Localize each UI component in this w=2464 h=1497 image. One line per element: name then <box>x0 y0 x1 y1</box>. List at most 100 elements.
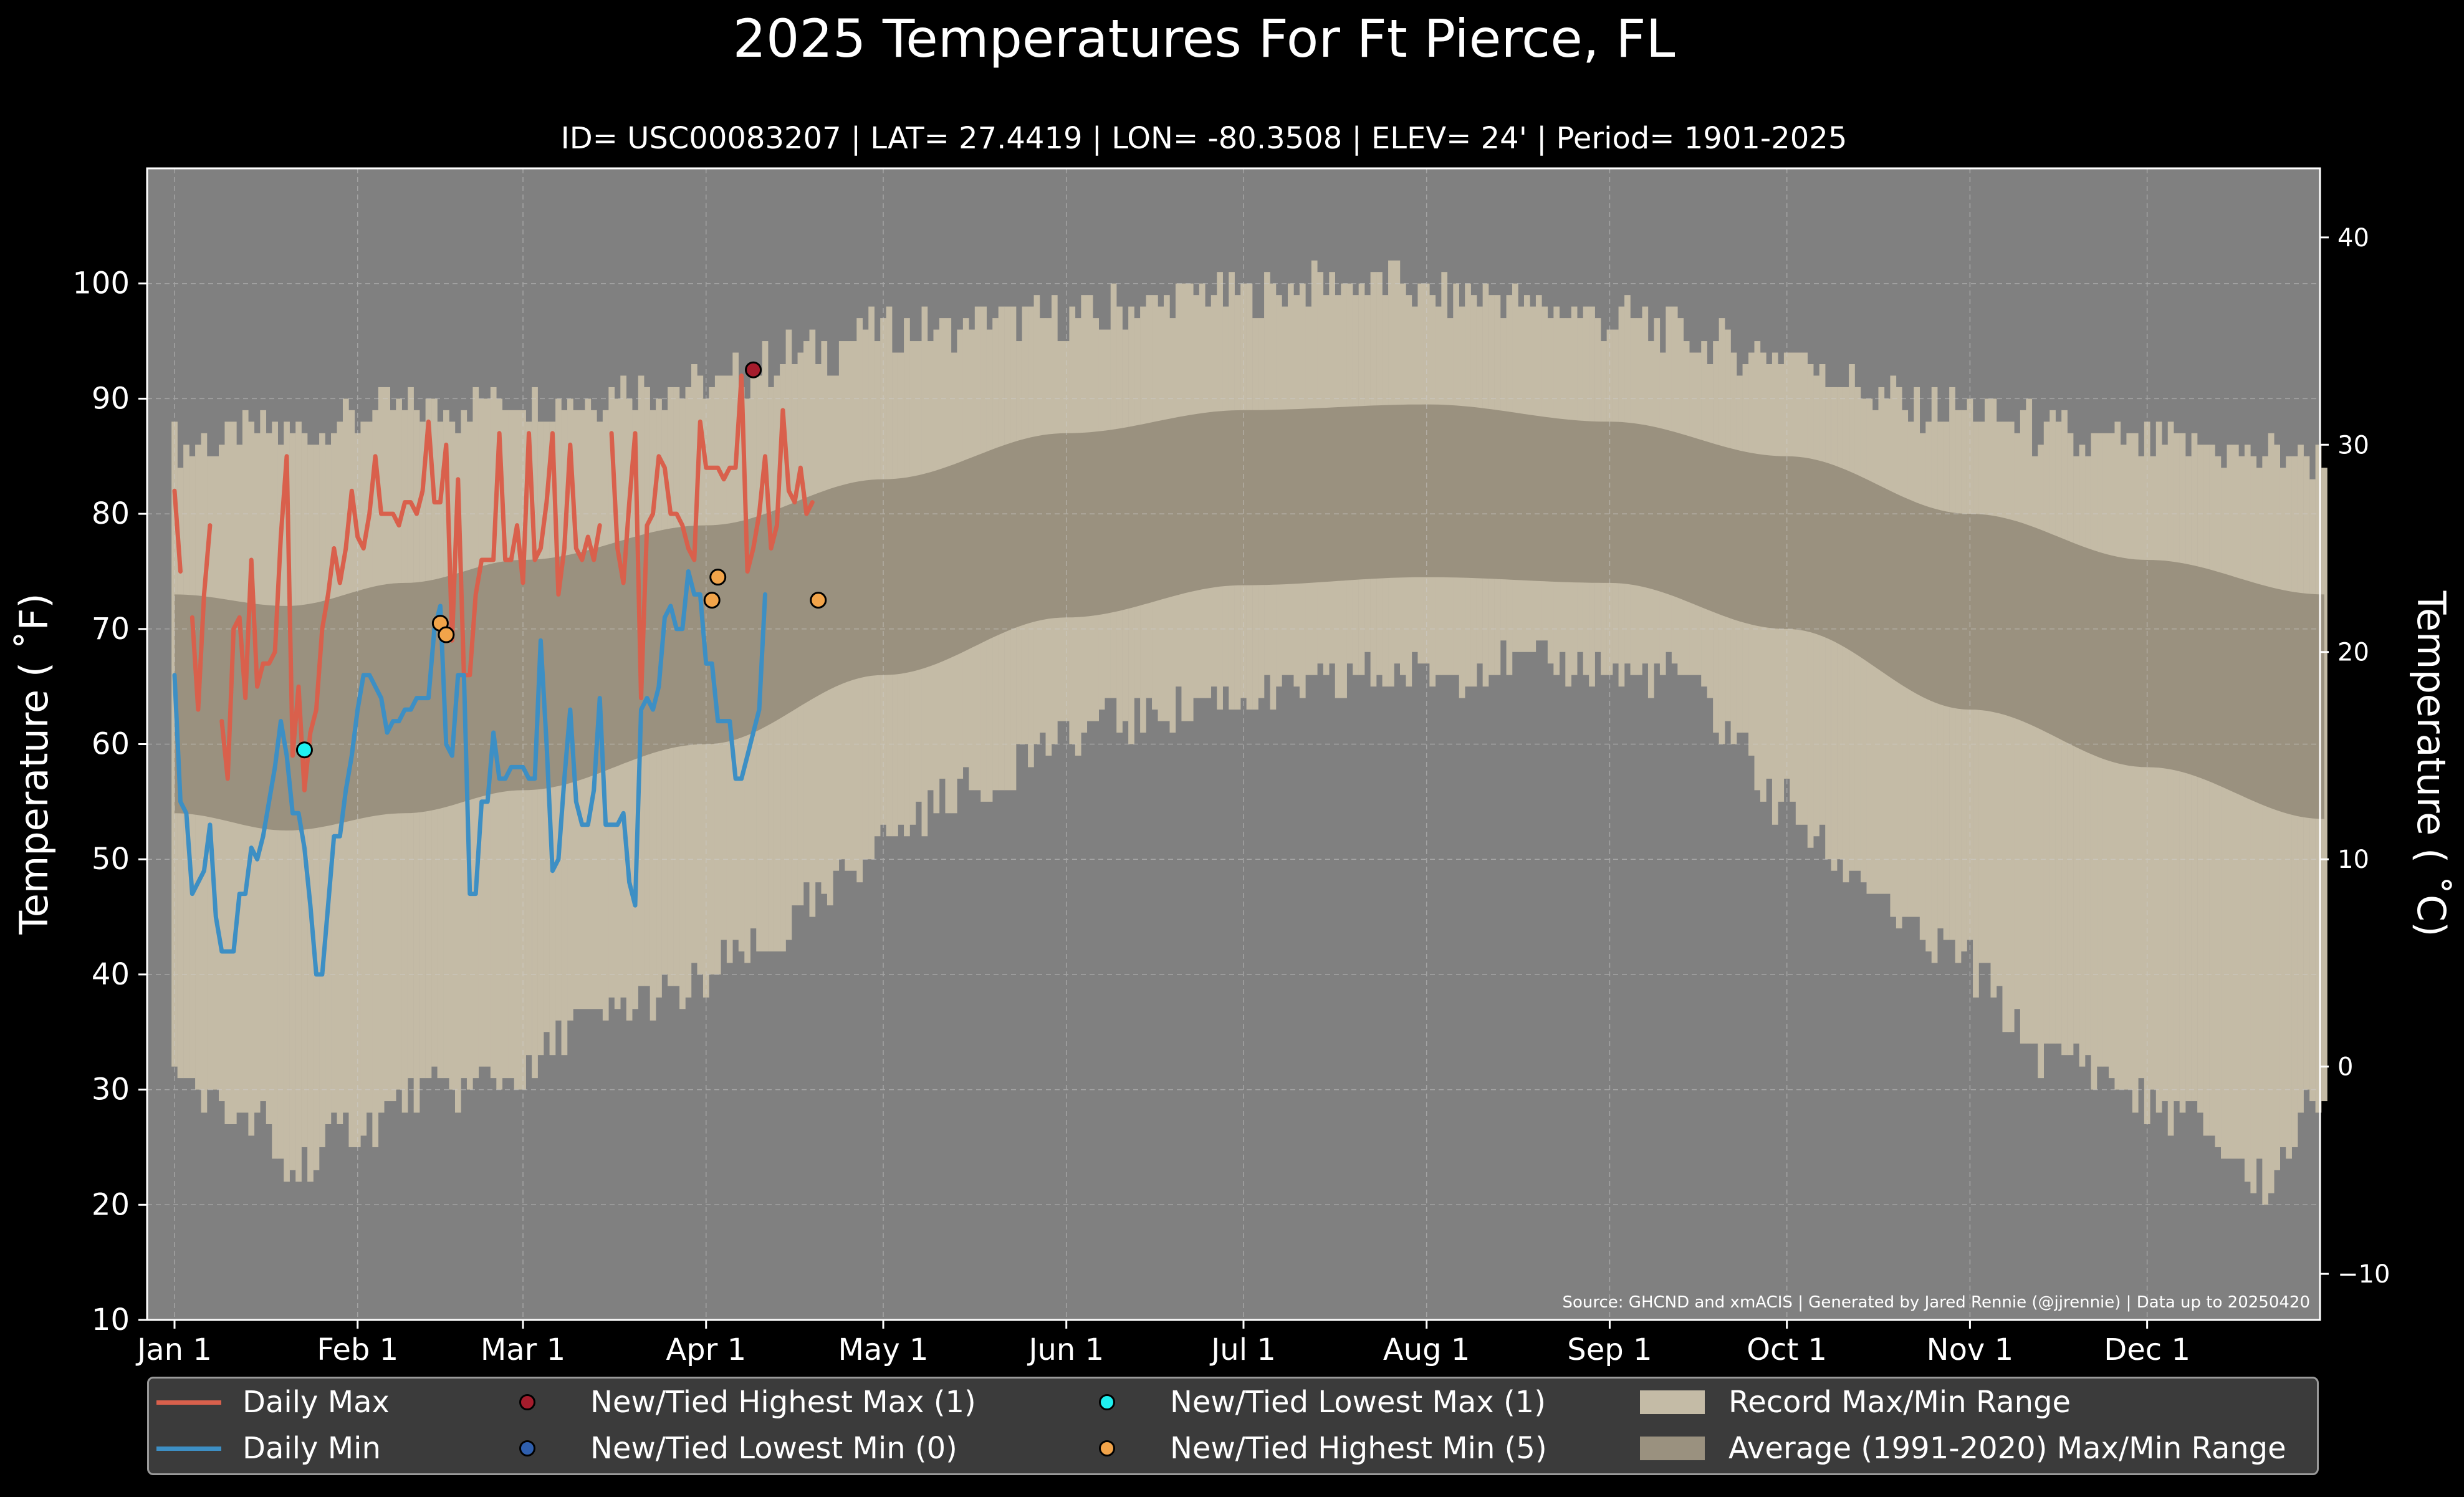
x-tick-label: Jan 1 <box>135 1332 212 1367</box>
legend-daily-max: Daily Max <box>156 1382 390 1422</box>
daily-max-swatch <box>156 1400 221 1405</box>
record-range-bar <box>2179 433 2186 1113</box>
record-range-bar <box>2014 433 2021 1009</box>
daily-max-line <box>219 419 602 792</box>
y2-tick-label: 10 <box>2337 845 2369 874</box>
record-range-bar <box>2256 468 2263 1159</box>
record-range-bar <box>2232 445 2239 1159</box>
daily-min-line <box>172 569 767 977</box>
lowest-min-marker-icon <box>519 1440 535 1456</box>
chart-subtitle: ID= USC00083207 | LAT= 27.4419 | LON= -8… <box>560 121 1848 156</box>
y-tick-label: 80 <box>92 496 130 531</box>
legend-record-range-label: Record Max/Min Range <box>1728 1385 2071 1420</box>
legend-average-range-label: Average (1991-2020) Max/Min Range <box>1728 1431 2286 1466</box>
y-tick-label: 20 <box>92 1187 130 1222</box>
highest-min-marker <box>438 626 455 643</box>
record-range-bar <box>2073 456 2079 1044</box>
y-tick-label: 60 <box>92 727 130 762</box>
highest-min-marker <box>709 569 727 586</box>
record-range-bar <box>2215 456 2222 1147</box>
y2-tick-label: 0 <box>2337 1053 2353 1082</box>
record-range-bar <box>2120 445 2127 1090</box>
record-range-bar <box>2209 445 2215 1136</box>
highest-max-marker-icon <box>519 1394 535 1410</box>
y-tick-label: 30 <box>92 1072 130 1107</box>
record-range-bar <box>2144 421 2150 1125</box>
y-axis-label-celsius: Temperature ( ˚C) <box>2409 590 2454 937</box>
daily-max-line <box>172 488 183 574</box>
legend-lowest-min-label: New/Tied Lowest Min (0) <box>590 1431 957 1466</box>
record-range-bar <box>2221 468 2227 1159</box>
record-range-bar <box>2043 421 2050 1044</box>
daily-max-line <box>189 523 213 712</box>
record-range-bar <box>2321 468 2327 1102</box>
legend-highest-min: New/Tied Highest Min (5) <box>1052 1428 1547 1468</box>
highest-min-marker <box>810 592 827 609</box>
x-tick-label: Sep 1 <box>1567 1332 1652 1367</box>
legend-average-range: Average (1991-2020) Max/Min Range <box>1640 1428 2286 1468</box>
record-range-bar <box>2185 456 2192 1102</box>
y2-tick-label: −10 <box>2337 1260 2390 1289</box>
average-range-swatch <box>1640 1437 1705 1460</box>
legend-highest-max-label: New/Tied Highest Max (1) <box>590 1385 976 1420</box>
daily-min-swatch <box>156 1446 221 1451</box>
record-range-bar <box>2091 433 2097 1090</box>
record-range-bar <box>2038 445 2044 1079</box>
record-range-bar <box>2002 421 2009 1032</box>
highest-min-marker <box>703 592 721 609</box>
record-range-swatch <box>1640 1390 1705 1414</box>
x-tick-label: Apr 1 <box>666 1332 746 1367</box>
x-axis: Jan 1 Feb 1 Mar 1 Apr 1 May 1 Jun 1 Jul 1 Aug 1… <box>135 1320 2190 1367</box>
record-range-bar <box>2150 456 2157 1090</box>
record-range-bar <box>2268 433 2275 1193</box>
average-range-band <box>175 404 2324 830</box>
x-tick-label: Nov 1 <box>1927 1332 2013 1367</box>
record-range-bar <box>2167 421 2174 1136</box>
lowest-max-marker <box>295 741 313 759</box>
y-axis-right: −10 0 10 20 30 40 <box>2320 224 2390 1289</box>
legend-record-range: Record Max/Min Range <box>1640 1382 2071 1422</box>
legend-lowest-max: New/Tied Lowest Max (1) <box>1052 1382 1546 1422</box>
x-tick-label: Jun 1 <box>1027 1332 1104 1367</box>
record-range-bar <box>2031 456 2038 1044</box>
y-tick-label: 40 <box>92 957 130 992</box>
record-range-bar <box>2203 445 2210 1136</box>
record-range-bar <box>2197 445 2203 1113</box>
record-range-bar <box>2250 456 2257 1193</box>
record-range-bar <box>2020 410 2026 1044</box>
chart-title: 2025 Temperatures For Ft Pierce, FL <box>732 8 1675 69</box>
record-range-bar <box>2244 445 2251 1182</box>
record-range-bar <box>2162 445 2168 1102</box>
legend-daily-max-label: Daily Max <box>242 1385 390 1420</box>
x-tick-label: Aug 1 <box>1383 1332 1470 1367</box>
record-range-bar <box>2079 445 2086 1067</box>
x-tick-label: Mar 1 <box>481 1332 565 1367</box>
y-tick-label: 90 <box>92 381 130 416</box>
record-range-bar <box>2238 456 2245 1159</box>
chart-legend: Daily Max Daily Min New/Tied Highest Max… <box>147 1377 2319 1475</box>
x-tick-label: Feb 1 <box>317 1332 398 1367</box>
highest-max-marker <box>745 361 762 378</box>
highest-min-marker-icon <box>1099 1440 1115 1456</box>
lowest-max-marker-icon <box>1099 1394 1115 1410</box>
x-tick-label: Dec 1 <box>2104 1332 2190 1367</box>
legend-daily-min-label: Daily Min <box>242 1431 381 1466</box>
record-range-bar <box>2132 433 2139 1113</box>
y-tick-label: 50 <box>92 842 130 877</box>
x-tick-label: Oct 1 <box>1747 1332 1827 1367</box>
y-tick-label: 70 <box>92 612 130 647</box>
record-range-bar <box>2227 445 2233 1159</box>
y2-tick-label: 30 <box>2337 431 2369 460</box>
y-axis-label-fahrenheit: Temperature ( ˚F) <box>11 593 57 935</box>
record-range-bar <box>2262 456 2269 1205</box>
x-tick-label: May 1 <box>838 1332 928 1367</box>
record-range-bar <box>2008 421 2015 1032</box>
y2-tick-label: 40 <box>2337 224 2369 253</box>
record-range-bar <box>2085 456 2091 1056</box>
y-axis-left: 10 20 30 40 50 60 70 80 90 100 <box>72 266 147 1337</box>
legend-lowest-min: New/Tied Lowest Min (0) <box>472 1428 957 1468</box>
legend-lowest-max-label: New/Tied Lowest Max (1) <box>1170 1385 1546 1420</box>
legend-highest-min-label: New/Tied Highest Min (5) <box>1170 1431 1547 1466</box>
legend-daily-min: Daily Min <box>156 1428 381 1468</box>
